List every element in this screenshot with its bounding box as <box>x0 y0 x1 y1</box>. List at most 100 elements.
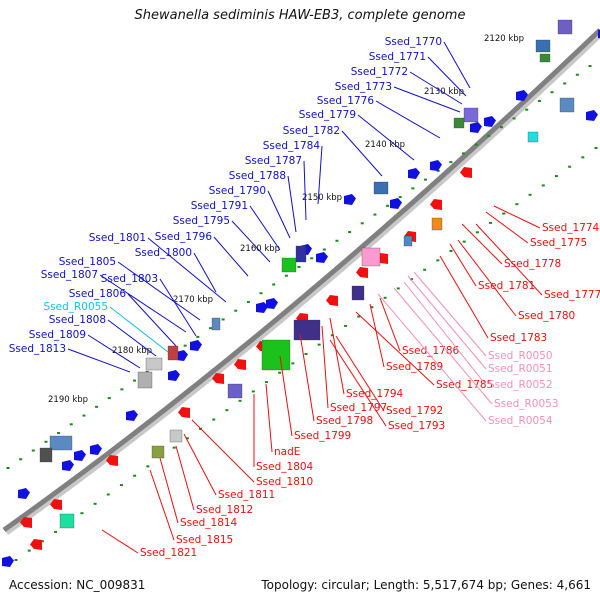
tick-mark <box>461 152 465 155</box>
tick-mark <box>474 143 478 146</box>
gene-forward <box>430 160 442 171</box>
leader-line <box>393 86 461 113</box>
gene-label-reverse: Ssed_1778 <box>504 258 561 270</box>
leader-line <box>67 348 131 373</box>
scale-label: 2160 kbp <box>240 244 280 254</box>
gene-reverse <box>356 267 368 278</box>
gene-block <box>527 131 539 143</box>
tick-mark <box>212 418 216 421</box>
tick-mark <box>133 379 137 382</box>
tick-mark <box>424 178 428 181</box>
tick-mark <box>409 278 413 281</box>
gene-label-reverse: Ssed_R0054 <box>488 415 553 427</box>
leader-line <box>149 469 175 541</box>
tick-mark <box>54 530 58 533</box>
tick-mark <box>383 296 387 299</box>
tick-mark <box>396 287 400 290</box>
gene-label-forward: Ssed_1800 <box>135 247 192 259</box>
gene-block <box>293 319 321 341</box>
gene-block <box>227 383 243 399</box>
leader-line <box>335 335 385 412</box>
tick-mark <box>322 248 326 251</box>
gene-label-forward: Ssed_1772 <box>351 66 408 78</box>
gene-block <box>145 357 163 371</box>
tick-mark <box>449 250 453 252</box>
tick-mark <box>291 362 295 365</box>
gene-label-reverse: Ssed_1821 <box>140 547 197 559</box>
gene-label-reverse: Ssed_1793 <box>388 420 445 432</box>
tick-mark <box>146 465 150 468</box>
leader-line <box>485 211 529 244</box>
gene-forward <box>266 298 278 309</box>
tick-mark <box>436 259 440 262</box>
gene-block <box>535 39 551 53</box>
leader-line <box>475 223 543 296</box>
tick-mark <box>234 309 238 312</box>
leader-line <box>159 278 197 337</box>
tick-mark <box>512 117 516 120</box>
gene-forward <box>168 370 180 381</box>
gene-forward <box>390 198 402 209</box>
gene-label-reverse: Ssed_1812 <box>196 504 253 516</box>
tick-mark <box>436 169 440 172</box>
tick-mark <box>272 283 276 286</box>
scale-label: 2150 kbp <box>302 193 342 203</box>
gene-label-forward: Ssed_1771 <box>369 51 426 63</box>
gene-reverse <box>106 455 118 466</box>
leader-line <box>329 339 387 427</box>
tick-mark <box>251 390 255 393</box>
gene-block <box>403 235 413 247</box>
gene-block <box>431 217 443 231</box>
gene-forward <box>516 90 528 101</box>
tick-mark <box>44 440 48 443</box>
gene-reverse <box>30 539 42 550</box>
gene-reverse <box>20 517 32 528</box>
tick-mark <box>120 388 124 391</box>
gene-label-reverse: Ssed_1797 <box>330 402 387 414</box>
tick-mark <box>348 231 352 234</box>
gene-reverse <box>460 167 472 178</box>
gene-forward <box>408 168 420 179</box>
tick-mark <box>411 187 415 190</box>
leader-line <box>101 529 139 554</box>
accession-text: Accession: NC_009831 <box>9 578 146 592</box>
tick-mark <box>502 212 506 215</box>
gene-label-forward: Ssed_1773 <box>335 81 392 93</box>
genome-backbone <box>2 28 600 533</box>
gene-label-reverse: Ssed_1811 <box>218 489 275 501</box>
tick-mark <box>398 196 402 199</box>
tick-mark <box>80 512 84 515</box>
gene-block <box>453 117 465 129</box>
tick-mark <box>106 493 110 496</box>
tick-mark <box>330 334 334 337</box>
tick-mark <box>225 409 229 412</box>
gene-label-forward: Ssed_1788 <box>229 170 286 182</box>
leader-line <box>403 281 487 386</box>
tick-mark <box>40 540 44 543</box>
gene-label-forward: Ssed_1784 <box>263 140 321 152</box>
scale-label: 2180 kbp <box>112 346 152 356</box>
gene-label-reverse: Ssed_1792 <box>386 405 443 417</box>
gene-label-forward: Ssed_R0055 <box>43 301 108 313</box>
gene-label-reverse: Ssed_1804 <box>256 461 314 473</box>
tick-mark <box>537 99 541 102</box>
tick-mark <box>284 274 288 277</box>
gene-block <box>167 345 179 361</box>
gene-block <box>559 97 575 113</box>
leader-line <box>147 237 227 303</box>
leader-line <box>279 355 293 437</box>
tick-mark <box>6 467 10 469</box>
leader-line <box>193 252 217 293</box>
leader-line <box>461 223 503 265</box>
leader-line <box>375 100 441 139</box>
gene-forward <box>176 350 188 361</box>
leader-line <box>493 205 541 229</box>
tick-mark <box>31 449 35 452</box>
tick-mark <box>278 371 282 374</box>
leader-line <box>265 383 273 453</box>
gene-label-forward: Ssed_1807 <box>41 269 98 281</box>
gene-block <box>539 53 551 63</box>
gene-block <box>351 285 365 301</box>
gene-label-reverse: Ssed_1781 <box>478 280 535 292</box>
gene-label-reverse: Ssed_1794 <box>346 388 404 400</box>
